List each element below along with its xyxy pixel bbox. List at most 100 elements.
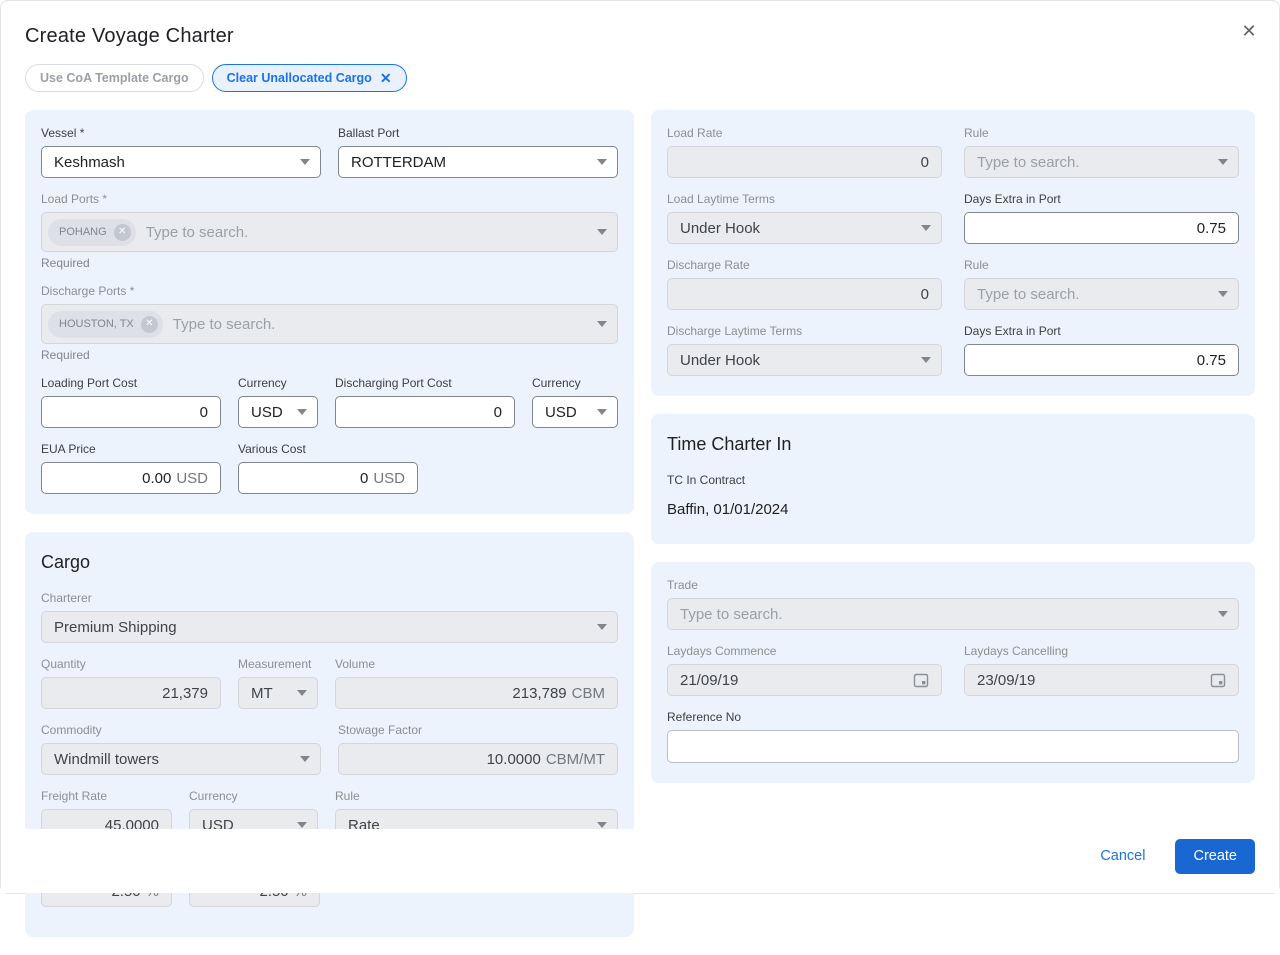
required-hint: Required <box>41 256 90 270</box>
create-button[interactable]: Create <box>1175 838 1255 874</box>
charterer-field: Charterer Premium Shipping <box>41 591 618 643</box>
load-rule-placeholder: Type to search. <box>977 153 1080 171</box>
laydays-commence-value: 21/09/19 <box>680 671 739 689</box>
use-coa-template-cargo-button: Use CoA Template Cargo <box>25 64 204 92</box>
chevron-down-icon <box>297 409 307 415</box>
loading-currency-select[interactable]: USD <box>238 396 318 428</box>
laydays-commence-label: Laydays Commence <box>667 644 777 658</box>
discharge-rate-value: 0 <box>920 285 929 303</box>
quantity-label: Quantity <box>41 657 86 671</box>
load-ports-multiselect: POHANG ✕ Type to search. <box>41 212 618 252</box>
ballast-port-select[interactable]: ROTTERDAM <box>338 146 618 178</box>
discharging-port-cost-label: Discharging Port Cost <box>335 376 452 390</box>
stowage-factor-label: Stowage Factor <box>338 723 423 737</box>
discharge-days-extra-input[interactable]: 0.75 <box>964 344 1239 376</box>
discharge-laytime-value: Under Hook <box>680 351 761 369</box>
reference-no-input[interactable] <box>667 730 1239 763</box>
chevron-down-icon <box>597 159 607 165</box>
discharge-ports-placeholder: Type to search. <box>172 315 276 333</box>
discharging-port-cost-value: 0 <box>493 403 502 421</box>
chevron-down-icon <box>1218 159 1228 165</box>
charterer-label: Charterer <box>41 591 92 605</box>
discharge-rate-label: Discharge Rate <box>667 258 750 272</box>
charterer-value: Premium Shipping <box>54 618 177 636</box>
laydays-cancelling-input: 23/09/19 <box>964 664 1239 696</box>
eua-price-input[interactable]: 0.00 USD <box>41 462 221 494</box>
chevron-down-icon <box>597 624 607 630</box>
cargo-heading: Cargo <box>41 552 91 572</box>
commodity-value: Windmill towers <box>54 750 160 768</box>
discharge-rate-input: 0 <box>667 278 942 310</box>
discharge-ports-label: Discharge Ports * <box>41 284 135 298</box>
freight-rule-label: Rule <box>335 789 360 803</box>
vessel-label: Vessel * <box>41 126 85 140</box>
various-cost-value: 0 <box>359 469 369 487</box>
load-laytime-select: Under Hook <box>667 212 942 244</box>
laydays-commence-field: Laydays Commence 21/09/19 <box>667 644 942 696</box>
chevron-down-icon <box>921 357 931 363</box>
loading-port-cost-input[interactable]: 0 <box>41 396 221 428</box>
trade-panel: Trade Type to search. Laydays Commence 2… <box>651 562 1255 783</box>
discharge-rule-field: Rule Type to search. <box>964 258 1239 310</box>
chevron-down-icon <box>597 822 607 828</box>
measurement-select: MT <box>238 677 318 709</box>
cancel-button[interactable]: Cancel <box>1100 848 1146 864</box>
discharge-rule-placeholder: Type to search. <box>977 285 1080 303</box>
commodity-label: Commodity <box>41 723 102 737</box>
close-icon[interactable]: ✕ <box>1235 17 1263 45</box>
vessel-value: Keshmash <box>54 153 125 171</box>
discharge-rule-select: Type to search. <box>964 278 1239 310</box>
trade-field: Trade Type to search. <box>667 578 1239 630</box>
loading-currency-value: USD <box>251 403 283 421</box>
ballast-port-value: ROTTERDAM <box>351 153 446 171</box>
stowage-factor-input: 10.0000 CBM/MT <box>338 743 618 775</box>
load-days-extra-input[interactable]: 0.75 <box>964 212 1239 244</box>
tc-in-contract-value: Baffin, 01/01/2024 <box>667 501 789 518</box>
chevron-down-icon <box>300 159 310 165</box>
various-cost-field: Various Cost 0 USD <box>238 442 418 494</box>
use-coa-template-cargo-label: Use CoA Template Cargo <box>40 71 189 85</box>
eua-price-value: 0.00 <box>142 469 172 487</box>
load-laytime-value: Under Hook <box>680 219 761 237</box>
vessel-select[interactable]: Keshmash <box>41 146 321 178</box>
reference-no-label: Reference No <box>667 710 742 724</box>
stowage-factor-value: 10.0000 <box>486 750 541 768</box>
discharge-days-extra-label: Days Extra in Port <box>964 324 1061 338</box>
loading-currency-field: Currency USD <box>238 376 318 428</box>
discharging-port-cost-input[interactable]: 0 <box>335 396 515 428</box>
template-actions: Use CoA Template Cargo Clear Unallocated… <box>25 64 1255 92</box>
load-rule-label: Rule <box>964 126 989 140</box>
reference-no-field: Reference No <box>667 710 1239 763</box>
rates-panel: Load Rate 0 Rule Type to search. <box>651 110 1255 396</box>
right-column: Load Rate 0 Rule Type to search. <box>651 110 1255 801</box>
clear-icon: ✕ <box>379 70 392 86</box>
load-rate-label: Load Rate <box>667 126 723 140</box>
volume-field: Volume 213,789 CBM <box>335 657 618 709</box>
various-cost-input[interactable]: 0 USD <box>238 462 418 494</box>
volume-unit: CBM <box>571 684 605 702</box>
tc-in-contract-label: TC In Contract <box>667 473 746 487</box>
various-cost-unit: USD <box>373 469 405 487</box>
stowage-factor-unit: CBM/MT <box>545 750 605 768</box>
trade-label: Trade <box>667 578 698 592</box>
commodity-select: Windmill towers <box>41 743 321 775</box>
chevron-down-icon <box>300 756 310 762</box>
eua-price-label: EUA Price <box>41 442 96 456</box>
load-laytime-field: Load Laytime Terms Under Hook <box>667 192 942 244</box>
laydays-cancelling-value: 23/09/19 <box>977 671 1036 689</box>
eua-price-field: EUA Price 0.00 USD <box>41 442 221 494</box>
chevron-down-icon <box>921 225 931 231</box>
load-rate-value: 0 <box>920 153 929 171</box>
quantity-field: Quantity 21,379 <box>41 657 221 709</box>
discharging-currency-select[interactable]: USD <box>532 396 618 428</box>
discharge-laytime-select: Under Hook <box>667 344 942 376</box>
chevron-down-icon <box>297 690 307 696</box>
volume-input: 213,789 CBM <box>335 677 618 709</box>
chevron-down-icon <box>1218 611 1228 617</box>
laydays-cancelling-field: Laydays Cancelling 23/09/19 <box>964 644 1239 696</box>
dialog-footer: Cancel Create <box>1 829 1279 893</box>
discharging-currency-value: USD <box>545 403 577 421</box>
clear-unallocated-cargo-button[interactable]: Clear Unallocated Cargo ✕ <box>211 64 407 92</box>
chevron-down-icon <box>297 822 307 828</box>
chevron-down-icon <box>597 321 607 327</box>
